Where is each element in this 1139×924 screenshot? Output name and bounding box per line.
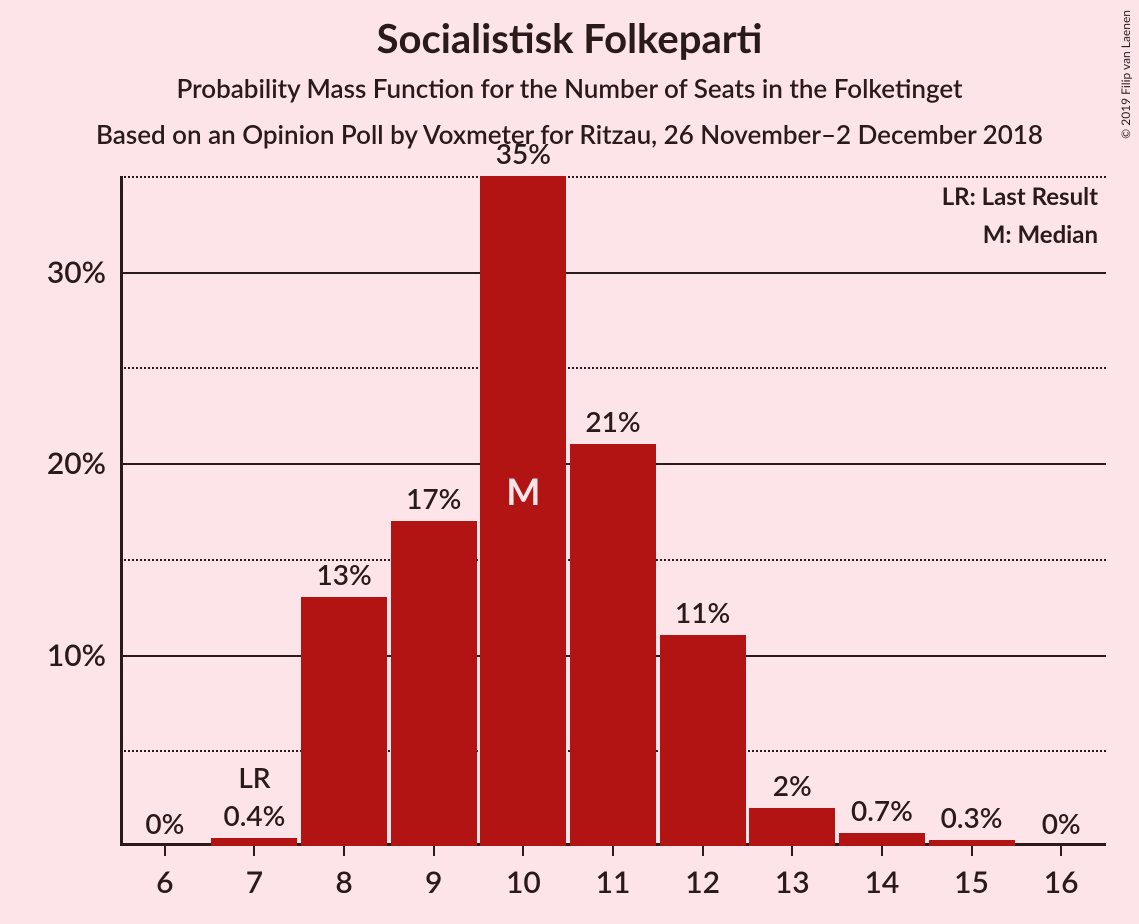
bar: [570, 444, 656, 846]
bar-value-label: 11%: [675, 595, 730, 629]
bar: [211, 838, 297, 846]
x-tick-label: 15: [954, 846, 989, 900]
x-tick-label: 11: [596, 846, 631, 900]
y-axis-line: [120, 176, 123, 846]
grid-minor: [120, 176, 1106, 178]
bar: [391, 521, 477, 846]
bar-value-label: 17%: [406, 481, 461, 515]
bar: [660, 635, 746, 846]
x-tick-label: 13: [775, 846, 810, 900]
title-block: Socialistisk Folkeparti Probability Mass …: [0, 14, 1139, 150]
grid-minor: [120, 367, 1106, 369]
bar-value-label: 35%: [496, 136, 551, 170]
x-tick-label: 10: [506, 846, 541, 900]
bar-value-label: 0%: [1042, 806, 1081, 840]
x-tick-label: 14: [865, 846, 900, 900]
x-tick-label: 12: [685, 846, 720, 900]
bar-value-label: 0.3%: [941, 800, 1003, 834]
y-tick-label: 20%: [47, 445, 120, 481]
x-tick-label: 6: [156, 846, 173, 900]
chart-subtitle-1: Probability Mass Function for the Number…: [0, 72, 1139, 104]
bar-value-label: 0%: [145, 806, 184, 840]
chart-area: 10%20%30%0%6LR0.4%713%817%935%M1021%1111…: [120, 176, 1106, 846]
grid-major: [120, 272, 1106, 274]
bar: [839, 833, 925, 846]
x-tick-label: 9: [425, 846, 442, 900]
chart-subtitle-2: Based on an Opinion Poll by Voxmeter for…: [0, 118, 1139, 150]
legend-lr: LR: Last Result: [942, 182, 1098, 211]
x-tick-label: 16: [1044, 846, 1079, 900]
bar: [749, 808, 835, 846]
bar: [301, 597, 387, 846]
x-tick-label: 8: [335, 846, 352, 900]
y-tick-label: 10%: [47, 637, 120, 673]
bar-value-label: 21%: [585, 404, 640, 438]
median-mark: M: [506, 469, 540, 513]
lr-annotation: LR: [238, 760, 270, 794]
chart-title: Socialistisk Folkeparti: [0, 14, 1139, 62]
x-tick-label: 7: [246, 846, 263, 900]
plot-region: 10%20%30%0%6LR0.4%713%817%935%M1021%1111…: [120, 176, 1106, 846]
bar-value-label: 0.4%: [224, 798, 286, 832]
bar-value-label: 0.7%: [851, 793, 913, 827]
bar-value-label: 2%: [773, 768, 812, 802]
y-tick-label: 30%: [47, 254, 120, 290]
bar-value-label: 13%: [316, 557, 371, 591]
legend-median: M: Median: [983, 220, 1098, 249]
